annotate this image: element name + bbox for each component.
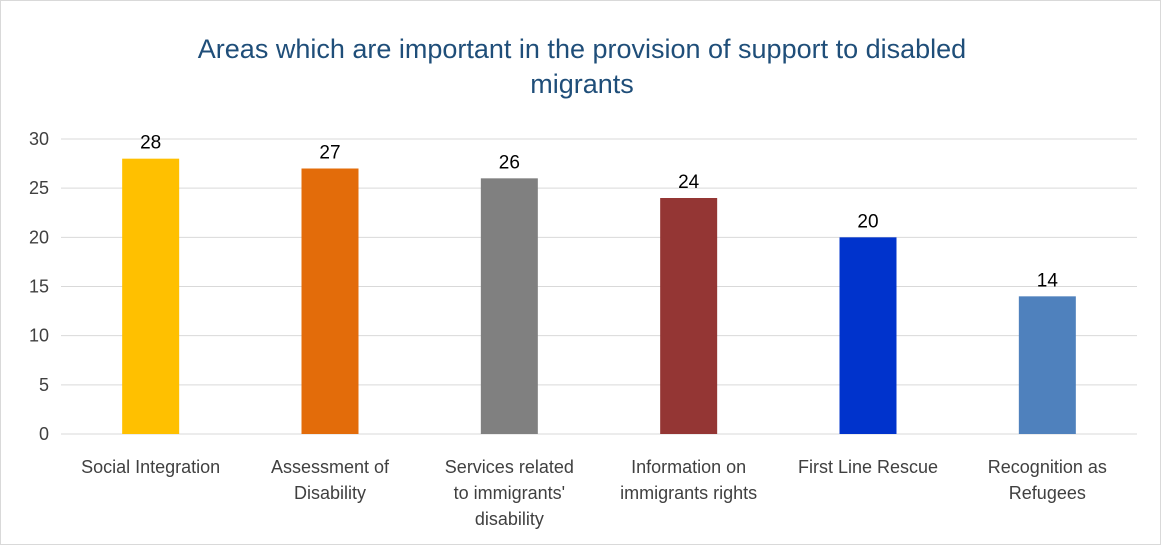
x-tick-label-line: disability xyxy=(475,509,544,529)
y-tick-label: 25 xyxy=(29,178,49,198)
data-label-1: 27 xyxy=(319,143,340,164)
x-tick-label-1: Assessment of Disability xyxy=(271,457,390,503)
gridlines xyxy=(61,138,1137,435)
chart-title: Areas which are important in the provisi… xyxy=(198,34,966,99)
y-tick-label: 5 xyxy=(39,375,49,395)
y-tick-label: 10 xyxy=(29,326,49,346)
x-tick-label-line: Refugees xyxy=(1009,483,1086,503)
bar-2 xyxy=(480,178,538,434)
x-tick-label-2: Services related to immigrants' disability xyxy=(445,457,574,529)
x-tick-label-line: Social Integration xyxy=(81,457,220,477)
x-tick-label-line: to immigrants' xyxy=(454,483,565,503)
x-tick-label-line: Recognition as xyxy=(988,457,1107,477)
bar-0 xyxy=(122,158,180,434)
x-tick-label-0: Social Integration xyxy=(81,457,220,477)
x-tick-label-4: First Line Rescue xyxy=(798,457,938,477)
data-labels: 28 27 26 24 20 14 xyxy=(140,133,1058,292)
y-tick-label: 15 xyxy=(29,277,49,297)
y-tick-label: 0 xyxy=(39,424,49,444)
x-tick-label-3: Information on immigrants rights xyxy=(620,457,757,503)
data-label-5: 14 xyxy=(1037,270,1059,291)
x-tick-label-line: Information on xyxy=(631,457,746,477)
data-label-0: 28 xyxy=(140,133,161,154)
data-label-4: 20 xyxy=(857,211,878,232)
bar-5 xyxy=(1018,296,1076,434)
chart-title-line-1: Areas which are important in the provisi… xyxy=(198,34,966,64)
x-tick-label-line: First Line Rescue xyxy=(798,457,938,477)
x-tick-label-line: Services related xyxy=(445,457,574,477)
bar-4 xyxy=(839,237,897,434)
y-axis-ticks: 0 5 10 15 20 25 30 xyxy=(29,129,49,444)
x-tick-label-5: Recognition as Refugees xyxy=(988,457,1107,503)
chart-title-line-2: migrants xyxy=(530,69,634,99)
x-tick-label-line: immigrants rights xyxy=(620,483,757,503)
y-tick-label: 20 xyxy=(29,227,49,247)
y-tick-label: 30 xyxy=(29,129,49,149)
bar-1 xyxy=(301,168,359,434)
data-label-2: 26 xyxy=(499,152,520,173)
x-axis-labels: Social Integration Assessment of Disabilit… xyxy=(81,457,1107,529)
bars xyxy=(122,158,1076,434)
data-label-3: 24 xyxy=(678,172,700,193)
x-tick-label-line: Assessment of xyxy=(271,457,390,477)
bar-3 xyxy=(660,198,718,434)
x-tick-label-line: Disability xyxy=(294,483,366,503)
